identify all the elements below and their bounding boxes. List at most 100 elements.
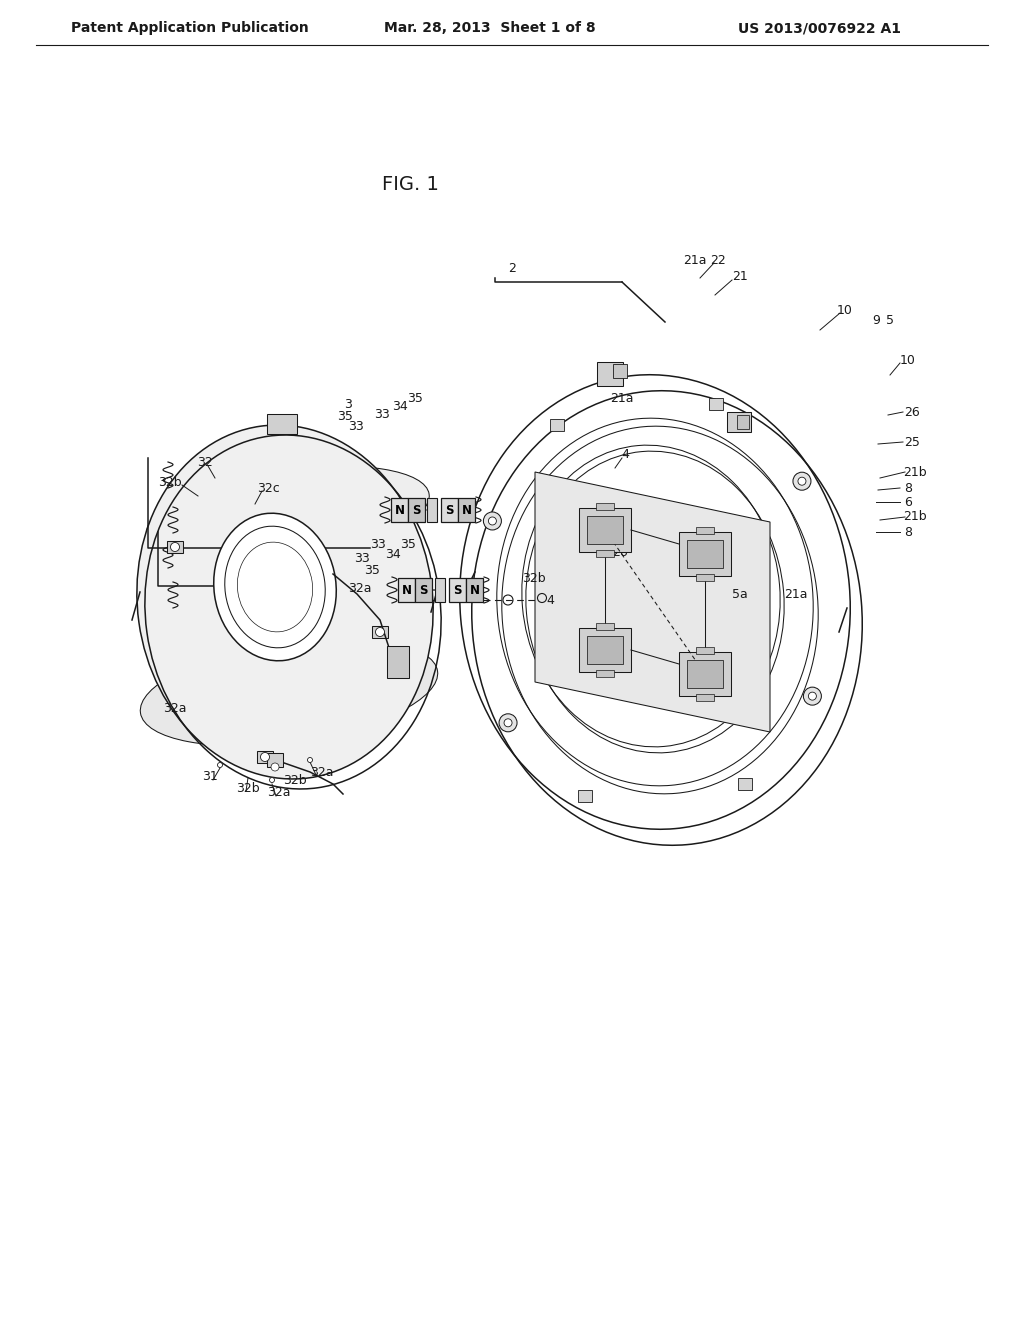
Bar xyxy=(415,578,432,602)
Text: S: S xyxy=(419,583,428,597)
Text: 22: 22 xyxy=(710,253,726,267)
Text: 32a: 32a xyxy=(163,701,186,714)
Text: Mar. 28, 2013  Sheet 1 of 8: Mar. 28, 2013 Sheet 1 of 8 xyxy=(384,21,596,36)
Text: 32a: 32a xyxy=(267,787,291,800)
Bar xyxy=(398,578,415,602)
Circle shape xyxy=(307,758,312,763)
Bar xyxy=(596,671,614,677)
Text: 8: 8 xyxy=(904,525,912,539)
Bar xyxy=(596,623,614,630)
Text: 32b: 32b xyxy=(522,572,546,585)
Text: N: N xyxy=(401,583,412,597)
Bar xyxy=(391,498,408,521)
Bar xyxy=(435,578,445,602)
Circle shape xyxy=(271,763,279,771)
Bar xyxy=(167,541,183,553)
Text: 5: 5 xyxy=(886,314,894,326)
Ellipse shape xyxy=(214,513,336,661)
Bar xyxy=(613,364,627,378)
Bar xyxy=(387,645,409,678)
Polygon shape xyxy=(535,473,770,733)
Text: 34: 34 xyxy=(385,549,400,561)
Text: 21b: 21b xyxy=(903,511,927,524)
Text: 35: 35 xyxy=(365,564,380,577)
Circle shape xyxy=(488,517,497,525)
Bar xyxy=(687,660,723,688)
Circle shape xyxy=(483,512,502,529)
Circle shape xyxy=(793,473,811,490)
Bar xyxy=(372,626,388,638)
Bar xyxy=(727,412,751,432)
Circle shape xyxy=(499,714,517,731)
Text: 35: 35 xyxy=(400,539,416,552)
Text: 4: 4 xyxy=(622,449,629,462)
Circle shape xyxy=(269,777,274,783)
Circle shape xyxy=(504,719,512,727)
Text: 5a: 5a xyxy=(732,587,748,601)
Text: 26: 26 xyxy=(612,545,628,558)
Text: 35: 35 xyxy=(408,392,423,404)
Text: S: S xyxy=(445,503,454,516)
Text: 21b: 21b xyxy=(903,466,927,479)
Text: 32c: 32c xyxy=(257,482,280,495)
Text: N: N xyxy=(394,503,404,516)
Text: 3: 3 xyxy=(344,397,352,411)
Text: 10: 10 xyxy=(900,354,915,367)
Bar xyxy=(267,752,283,767)
Text: 9: 9 xyxy=(872,314,880,326)
Circle shape xyxy=(217,763,222,767)
Text: 31: 31 xyxy=(202,771,218,784)
Bar xyxy=(596,550,614,557)
Bar xyxy=(679,532,731,576)
Bar xyxy=(687,540,723,568)
Text: 21a: 21a xyxy=(610,392,634,404)
Text: 2: 2 xyxy=(508,261,516,275)
Bar xyxy=(597,362,623,385)
Bar xyxy=(427,498,437,521)
Bar xyxy=(696,694,714,701)
Text: 10: 10 xyxy=(837,304,853,317)
Ellipse shape xyxy=(137,425,433,779)
Text: S: S xyxy=(413,503,421,516)
Text: 32b: 32b xyxy=(284,774,307,787)
Bar xyxy=(257,751,273,763)
Circle shape xyxy=(804,688,821,705)
Text: FIG. 1: FIG. 1 xyxy=(382,176,438,194)
Text: 33: 33 xyxy=(348,421,364,433)
Bar xyxy=(679,652,731,696)
Circle shape xyxy=(171,543,179,552)
Circle shape xyxy=(376,627,384,636)
Ellipse shape xyxy=(140,639,437,746)
Ellipse shape xyxy=(146,466,429,562)
Bar xyxy=(696,527,714,535)
Bar xyxy=(587,636,623,664)
Text: 8: 8 xyxy=(904,482,912,495)
Bar xyxy=(587,516,623,544)
Text: 25: 25 xyxy=(904,436,920,449)
Text: 32a: 32a xyxy=(348,582,372,594)
Circle shape xyxy=(260,752,269,762)
Bar xyxy=(578,789,592,801)
Circle shape xyxy=(808,692,816,700)
Bar xyxy=(458,498,475,521)
Bar xyxy=(441,498,458,521)
Text: 32b: 32b xyxy=(237,781,260,795)
Bar xyxy=(596,503,614,510)
Text: 34: 34 xyxy=(392,400,408,413)
Text: 33: 33 xyxy=(354,552,370,565)
Text: 33: 33 xyxy=(370,537,386,550)
Text: 21: 21 xyxy=(732,269,748,282)
Bar xyxy=(696,647,714,653)
Ellipse shape xyxy=(460,375,850,829)
Bar xyxy=(579,628,631,672)
Text: N: N xyxy=(462,503,471,516)
Bar xyxy=(737,779,752,791)
Text: 26: 26 xyxy=(608,374,624,387)
Text: Patent Application Publication: Patent Application Publication xyxy=(71,21,309,36)
Text: 33: 33 xyxy=(374,408,390,421)
Text: 32b: 32b xyxy=(158,475,182,488)
Bar xyxy=(737,414,749,429)
Bar xyxy=(466,578,483,602)
Bar xyxy=(267,414,297,434)
Text: 26: 26 xyxy=(904,405,920,418)
